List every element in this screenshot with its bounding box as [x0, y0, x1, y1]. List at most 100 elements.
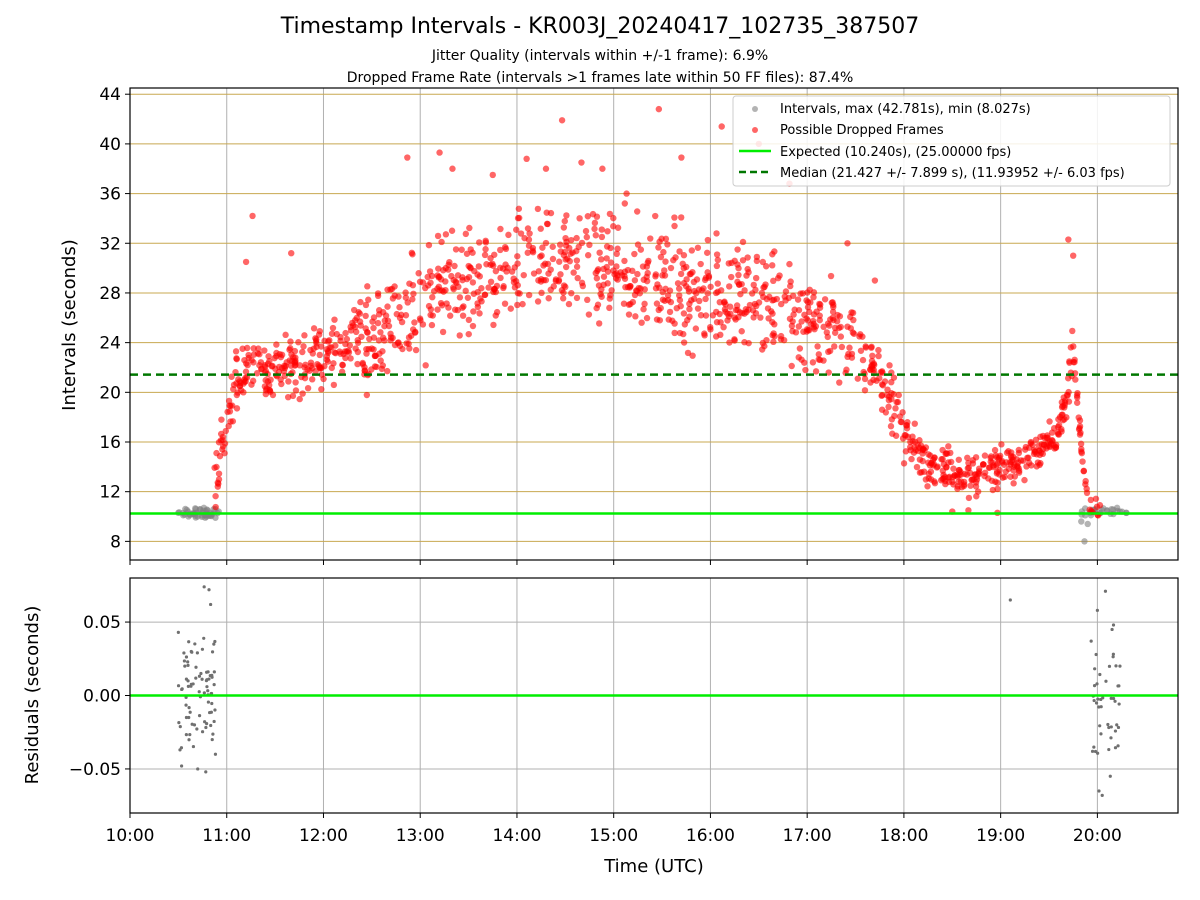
dropped-frame-point [918, 469, 925, 476]
dropped-frame-point [1044, 434, 1051, 441]
dropped-frame-point [1010, 480, 1017, 487]
dropped-frame-point [791, 306, 798, 313]
dropped-frame-point [622, 283, 629, 291]
residual-point [1103, 589, 1108, 593]
dropped-frame-point [352, 323, 359, 331]
dropped-frame-point [570, 269, 577, 276]
dropped-frame-point [573, 263, 581, 270]
residual-point [1097, 789, 1101, 793]
dropped-frame-point [771, 332, 778, 340]
dropped-frame-point [787, 278, 794, 285]
dropped-frame-point [798, 356, 805, 363]
dropped-frame-point [584, 296, 591, 304]
dropped-frame-point [862, 344, 870, 351]
dropped-frame-point [417, 317, 424, 324]
dropped-frame-point [296, 395, 303, 403]
dropped-frame-point [463, 250, 471, 257]
residual-point [191, 682, 195, 686]
dropped-frame-point [807, 321, 815, 328]
dropped-frame-point [249, 377, 257, 385]
dropped-frame-point [330, 381, 338, 389]
residual-point [1098, 672, 1102, 677]
dropped-frame-point [300, 343, 307, 350]
dropped-frame-point [227, 418, 234, 425]
dropped-frame-point [801, 311, 808, 319]
dropped-frame-point [680, 310, 688, 317]
dropped-frame-point [762, 263, 770, 270]
dropped-frame-point [442, 231, 450, 238]
residual-point [1092, 698, 1096, 703]
dropped-frame-point [752, 286, 759, 294]
residual-point [182, 651, 186, 655]
dropped-frame-point [446, 258, 453, 266]
dropped-frame-point [261, 383, 269, 390]
legend-marker-dropped [752, 127, 758, 133]
dropped-frame-point [831, 343, 838, 350]
dropped-frame-point [560, 251, 568, 259]
dropped-frame-point [324, 358, 331, 365]
dropped-frame-point [451, 306, 459, 313]
residual-point [211, 732, 215, 736]
dropped-frame-point [404, 299, 411, 306]
dropped-frame-point [763, 336, 770, 344]
dropped-frame-point [558, 117, 566, 124]
dropped-frame-point [412, 328, 419, 336]
dropped-frame-point [1028, 462, 1035, 469]
y-tick-label: 24 [99, 334, 121, 354]
dropped-frame-point [234, 389, 241, 396]
dropped-frame-point [292, 379, 299, 386]
dropped-frame-point [788, 362, 795, 370]
dropped-frame-point [848, 309, 855, 316]
residual-point [205, 678, 209, 682]
dropped-frame-point [939, 467, 947, 474]
dropped-frame-point [312, 368, 319, 375]
dropped-frame-point [233, 405, 241, 412]
dropped-frame-point [972, 479, 980, 486]
dropped-frame-point [353, 328, 360, 336]
residual-point [1106, 722, 1110, 727]
residual-point [182, 659, 187, 663]
dropped-frame-point [459, 276, 466, 284]
dropped-frame-point [507, 305, 514, 312]
dropped-frame-point [664, 292, 672, 299]
dropped-frame-point [888, 395, 895, 403]
dropped-frame-point [992, 452, 999, 459]
dropped-frame-point [515, 205, 523, 212]
dropped-frame-point [637, 285, 644, 292]
residual-point [210, 701, 214, 706]
residual-point [180, 687, 184, 692]
dropped-frame-point [402, 289, 409, 296]
dropped-frame-point [604, 280, 611, 287]
dropped-frame-point [504, 264, 511, 271]
dropped-frame-point [591, 225, 598, 233]
dropped-frame-point [524, 249, 531, 256]
dropped-frame-point [368, 345, 375, 352]
dropped-frame-point [666, 287, 674, 294]
dropped-frame-point [761, 342, 768, 350]
dropped-frame-point [490, 321, 497, 329]
dropped-frame-point [434, 306, 441, 313]
dropped-frame-point [363, 345, 370, 353]
dropped-frame-point [655, 244, 662, 251]
dropped-frame-point [227, 402, 234, 410]
residual-point [213, 639, 217, 644]
residual-point [202, 585, 206, 589]
dropped-frame-point [850, 330, 858, 337]
dropped-frame-point [652, 271, 660, 278]
dropped-frame-point [689, 352, 696, 359]
dropped-frame-point [753, 302, 760, 310]
dropped-frame-point [907, 438, 914, 446]
dropped-frame-point [1065, 236, 1072, 243]
dropped-frame-point [614, 224, 622, 231]
residual-point [1104, 679, 1108, 683]
dropped-frame-point [624, 266, 632, 274]
dropped-frame-point [714, 256, 722, 264]
dropped-frame-point [653, 300, 661, 307]
dropped-frame-point [739, 238, 747, 246]
dropped-frame-point [735, 265, 742, 272]
dropped-frame-point [697, 312, 705, 319]
top-plot-frame [129, 87, 1179, 561]
y-tick-label: 20 [99, 383, 121, 403]
dropped-frame-point [634, 270, 641, 278]
dropped-frame-point [656, 317, 664, 324]
